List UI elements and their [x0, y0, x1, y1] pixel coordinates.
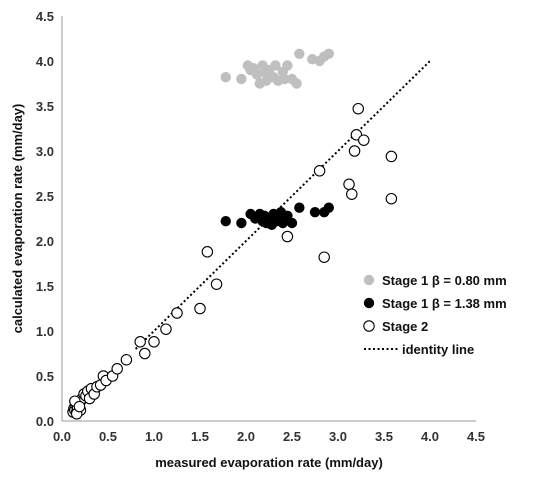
data-point [313, 165, 326, 177]
y-tick-label: 1.5 [36, 279, 54, 294]
data-point [343, 178, 355, 191]
data-point [268, 72, 279, 83]
series-1 [220, 202, 334, 230]
data-point [282, 60, 293, 71]
data-point [236, 217, 247, 229]
legend: Stage 1 β = 0.80 mm Stage 1 β = 1.38 mm St… [363, 273, 507, 357]
legend-item: identity line [364, 342, 474, 357]
y-axis-title: calculated evaporation rate (mm/day) [10, 104, 25, 334]
y-tick-label: 4.5 [36, 9, 54, 24]
y-tick-label: 0.0 [36, 414, 54, 429]
legend-marker [363, 297, 375, 309]
x-tick-labels: 0.0 0.5 1.0 1.5 2.0 2.5 3.0 3.5 4.0 4.5 [53, 429, 485, 444]
data-point [346, 188, 358, 200]
data-point [294, 202, 305, 213]
x-tick-label: 2.0 [237, 429, 255, 444]
legend-item: Stage 1 β = 0.80 mm [363, 273, 507, 288]
data-point [259, 66, 270, 78]
axes [61, 16, 476, 422]
data-point [281, 230, 294, 243]
data-points-layer [67, 48, 398, 420]
data-point [291, 78, 302, 89]
data-point [254, 78, 265, 89]
identity-line [134, 60, 431, 350]
data-point [309, 207, 321, 218]
data-point [120, 354, 133, 366]
series-0 [220, 48, 334, 89]
x-tick-label: 1.0 [145, 429, 163, 444]
y-tick-label: 2.5 [36, 189, 54, 204]
data-point [318, 251, 330, 263]
data-point [201, 246, 214, 258]
data-point [385, 150, 398, 163]
x-axis-title: measured evaporation rate (mm/day) [155, 455, 383, 470]
y-tick-labels: 0.0 0.5 1.0 1.5 2.0 2.5 3.0 3.5 4.0 4.5 [36, 9, 54, 429]
y-tick-label: 3.5 [36, 99, 54, 114]
x-tick-label: 4.5 [467, 429, 485, 444]
data-point [358, 134, 370, 146]
data-point [220, 216, 231, 227]
x-tick-label: 2.5 [283, 429, 301, 444]
x-tick-label: 0.0 [53, 429, 71, 444]
data-point [245, 64, 256, 76]
data-point [134, 336, 146, 348]
legend-marker [363, 274, 375, 286]
legend-label: Stage 1 β = 1.38 mm [382, 296, 507, 311]
series-2 [67, 102, 398, 420]
data-point [257, 216, 268, 227]
data-point [160, 323, 172, 335]
data-point [220, 72, 231, 83]
x-tick-label: 3.0 [329, 429, 347, 444]
data-point [323, 202, 334, 213]
data-point [171, 307, 183, 319]
legend-marker [363, 320, 375, 332]
data-point [111, 363, 123, 375]
data-point [270, 60, 281, 71]
y-tick-label: 4.0 [36, 54, 54, 69]
data-point [279, 213, 290, 224]
data-point [294, 48, 305, 59]
data-point [194, 302, 206, 315]
legend-label: Stage 2 [382, 319, 428, 334]
y-tick-label: 3.0 [36, 144, 54, 159]
legend-label: identity line [402, 342, 474, 357]
data-point [73, 400, 86, 413]
x-tick-label: 4.0 [421, 429, 439, 444]
y-tick-label: 0.5 [36, 369, 54, 384]
x-tick-label: 1.5 [191, 429, 209, 444]
data-point [139, 347, 151, 360]
data-point [352, 102, 364, 115]
legend-item: Stage 2 [363, 319, 428, 334]
y-tick-label: 2.0 [36, 234, 54, 249]
data-point [236, 73, 247, 85]
legend-item: Stage 1 β = 1.38 mm [363, 296, 507, 311]
x-tick-label: 0.5 [99, 429, 117, 444]
data-point [385, 192, 398, 205]
data-point [348, 145, 361, 157]
data-point [210, 278, 223, 290]
data-point [148, 336, 160, 348]
data-point [279, 73, 290, 85]
legend-label: Stage 1 β = 0.80 mm [382, 273, 507, 288]
x-tick-label: 3.5 [375, 429, 393, 444]
y-tick-label: 1.0 [36, 324, 54, 339]
data-point [323, 48, 334, 59]
identity-line-layer [134, 60, 431, 350]
